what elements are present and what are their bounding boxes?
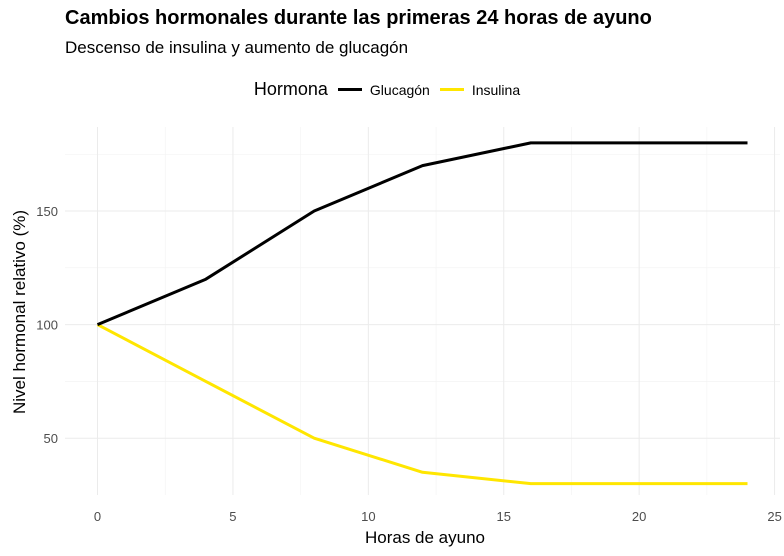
x-tick-label: 25 [767,509,781,524]
y-tick-label: 100 [36,318,58,333]
legend-title: Hormona [253,79,328,99]
legend: Hormona Glucagón Insulina [0,79,784,100]
legend-item-insulina: Insulina [439,81,521,98]
x-tick-label: 0 [94,509,101,524]
legend-label-glucagon: Glucagón [369,81,430,98]
chart-subtitle: Descenso de insulina y aumento de glucag… [65,38,409,57]
y-tick-label: 150 [36,204,58,219]
chart-title: Cambios hormonales durante las primeras … [65,7,652,29]
x-tick-label: 5 [229,509,236,524]
legend-label-insulina: Insulina [471,81,521,98]
series-line-insulina [96,323,748,486]
tick-labels: 0 5 10 15 20 25 50 100 150 [36,204,782,524]
series-line-glucagon [96,141,748,326]
x-tick-label: 10 [361,509,375,524]
y-axis-title: Nivel hormonal relativo (%) [10,210,29,414]
x-tick-label: 15 [497,509,511,524]
series-lines [96,141,748,486]
y-tick-label: 50 [44,431,58,446]
x-axis-title: Horas de ayuno [365,528,485,547]
legend-key-glucagon [337,88,362,91]
x-tick-label: 20 [632,509,646,524]
legend-item-glucagon: Glucagón [337,81,430,98]
grid [65,127,780,495]
legend-key-insulina [439,88,464,91]
